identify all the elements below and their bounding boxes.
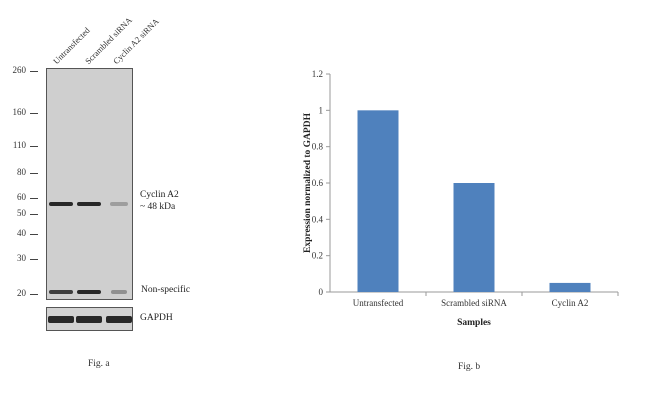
mw-marker-label: 160	[12, 107, 27, 118]
bar	[357, 110, 399, 292]
x-tick-label: Cyclin A2	[552, 298, 589, 308]
cyclin-a2-label: Cyclin A2	[140, 190, 179, 200]
mw-marker-tick	[30, 173, 38, 175]
band-cyclin-a2	[77, 202, 101, 206]
fig-b-caption: Fig. b	[458, 362, 481, 372]
x-tick-label: Untransfected	[353, 298, 404, 308]
mw-marker-label: 110	[12, 139, 26, 150]
y-tick-label: 0.4	[312, 214, 324, 224]
y-tick-label: 0	[319, 287, 324, 297]
band-cyclin-a2	[110, 202, 128, 206]
blot-gapdh-membrane	[46, 307, 133, 331]
mw-marker-tick	[30, 294, 38, 295]
band-non-specific	[49, 290, 73, 294]
mw-marker-label: 260	[12, 65, 27, 75]
band-gapdh	[76, 316, 102, 323]
mw-marker-label: 30	[17, 252, 26, 263]
band-gapdh	[48, 316, 74, 323]
y-tick-label: 1	[319, 105, 324, 115]
gapdh-label: GAPDH	[140, 313, 173, 323]
non-specific-label: Non-specific	[141, 285, 191, 295]
y-axis-label: Expression normalized to GAPDH	[303, 112, 313, 253]
mw-marker-tick	[30, 233, 38, 235]
band-non-specific	[77, 290, 101, 294]
mw-marker-label: 60	[17, 192, 26, 203]
mw-marker-tick	[30, 145, 38, 147]
mw-marker-tick	[30, 113, 38, 115]
x-axis-label: Samples	[457, 318, 491, 328]
y-tick-label: 0.2	[312, 251, 323, 261]
mw-marker-tick	[30, 214, 38, 216]
band-non-specific	[111, 290, 127, 294]
y-tick-label: 1.2	[312, 69, 323, 79]
mw-marker-label: 40	[17, 227, 26, 238]
blot-main-membrane	[46, 68, 133, 300]
mw-marker-label: 80	[17, 167, 26, 178]
bar	[453, 183, 495, 292]
band-gapdh	[106, 316, 132, 323]
cyclin-a2-kda-label: ~ 48 kDa	[140, 202, 176, 212]
fig-a-caption: Fig. a	[88, 359, 110, 369]
mw-marker-tick	[30, 198, 38, 200]
band-cyclin-a2	[49, 202, 73, 206]
mw-marker-label: 50	[17, 208, 26, 219]
x-tick-label: Scrambled siRNA	[441, 298, 507, 308]
mw-marker-tick	[30, 71, 38, 72]
mw-marker-tick	[30, 258, 38, 260]
mw-marker-label: 20	[17, 288, 26, 298]
bar	[549, 282, 591, 292]
y-tick-label: 0.8	[312, 142, 324, 152]
y-tick-label: 0.6	[312, 178, 324, 188]
